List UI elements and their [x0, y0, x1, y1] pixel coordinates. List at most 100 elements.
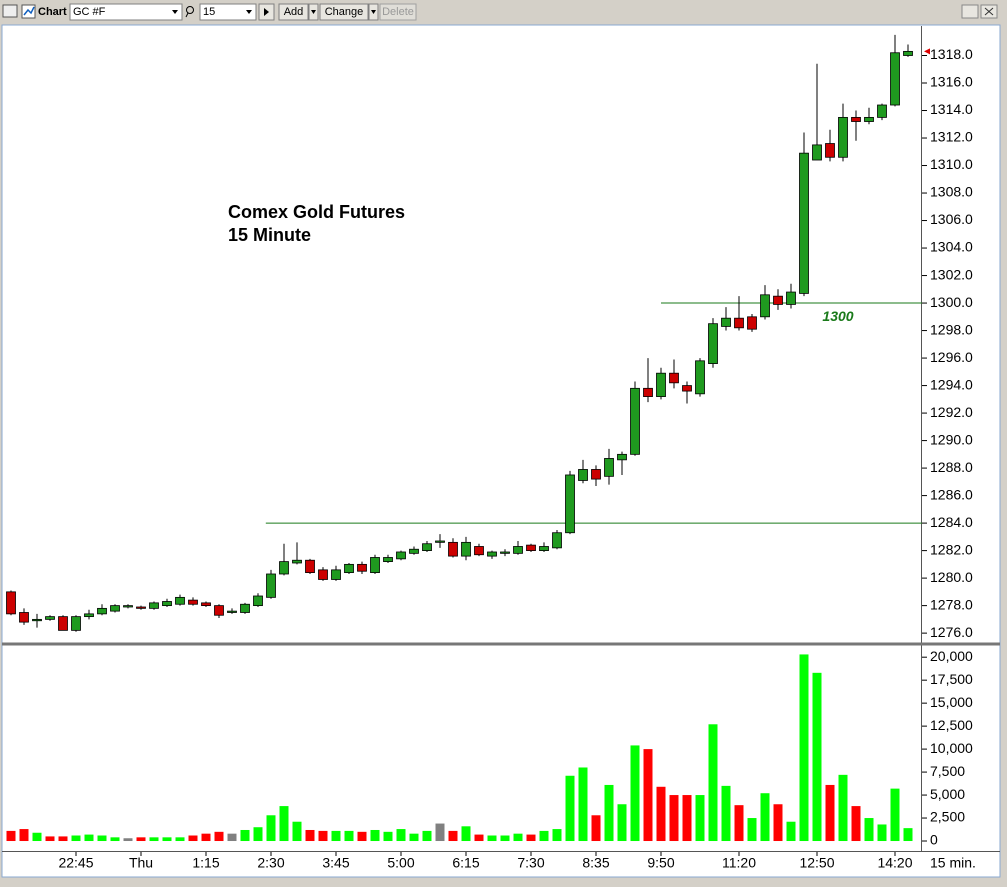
reference-label: 1300	[822, 308, 853, 324]
candle-body	[864, 116, 874, 122]
x-tick-label: 8:35	[582, 855, 609, 871]
chart-area	[1, 24, 1001, 878]
volume-bar	[84, 834, 94, 842]
candle-body	[604, 458, 614, 477]
volume-bar	[643, 749, 653, 842]
volume-bar	[97, 835, 107, 842]
x-tick-label: 6:15	[452, 855, 479, 871]
volume-bar	[487, 835, 497, 842]
candle-body	[487, 551, 497, 557]
interval-box[interactable]	[199, 3, 257, 21]
y-tick-label: 1276.0	[930, 624, 973, 640]
y-tick-label: 1302.0	[930, 266, 973, 282]
candle-body	[123, 605, 133, 608]
candle-body	[734, 317, 744, 329]
candle-body	[500, 551, 510, 554]
delete-button[interactable]	[379, 3, 417, 21]
candle-body	[409, 548, 419, 554]
volume-bar	[175, 837, 185, 842]
volume-bar	[422, 830, 432, 842]
candle-body	[45, 616, 55, 620]
x-tick-label: Thu	[129, 855, 153, 871]
add-label: Add	[284, 6, 304, 18]
interval: 15	[203, 6, 215, 18]
restore-button[interactable]	[961, 4, 979, 19]
add-arrow	[311, 10, 316, 14]
candle-body	[760, 294, 770, 318]
candle-body	[890, 52, 900, 106]
candle-body	[344, 563, 354, 574]
volume-bar	[201, 833, 211, 842]
candle-body	[695, 360, 705, 395]
volume-bar	[370, 829, 380, 842]
candle-body	[617, 453, 627, 461]
y-tick-label: 1310.0	[930, 156, 973, 172]
volume-bar	[136, 837, 146, 842]
candle-body	[240, 603, 250, 613]
y-tick-label: 1308.0	[930, 184, 973, 200]
volume-bar	[786, 821, 796, 842]
y-tick-label: 1316.0	[930, 74, 973, 90]
candle-body	[58, 616, 68, 631]
candle-body	[474, 546, 484, 556]
volume-bar	[734, 805, 744, 842]
x-tick-label: 7:30	[517, 855, 544, 871]
volume-bar	[851, 806, 861, 842]
y-tick-label: 12,500	[930, 717, 973, 733]
volume-bar	[266, 815, 276, 842]
volume-bar	[539, 830, 549, 842]
y-tick-label: 0	[930, 832, 938, 848]
candle-body	[812, 144, 822, 161]
volume-bar	[877, 824, 887, 842]
candle-body	[435, 540, 445, 543]
x-tick-label: 22:45	[58, 855, 93, 871]
interval-dropdown[interactable]	[246, 10, 252, 14]
y-tick-label: 1282.0	[930, 541, 973, 557]
y-tick-label: 1312.0	[930, 129, 973, 145]
candle-body	[149, 602, 159, 609]
symbol: GC #F	[73, 6, 106, 18]
y-tick-label: 5,000	[930, 786, 965, 802]
add-button[interactable]	[278, 3, 309, 21]
x-axis-label: 15 min.	[930, 855, 976, 871]
volume-bar	[45, 836, 55, 842]
y-tick-label: 7,500	[930, 763, 965, 779]
symbol-box[interactable]	[69, 3, 183, 21]
candle-body	[877, 104, 887, 118]
candle-body	[656, 372, 666, 397]
y-tick-label: 1314.0	[930, 101, 973, 117]
close-x	[984, 7, 994, 16]
symbol-dropdown[interactable]	[172, 10, 178, 14]
volume-bar	[578, 767, 588, 842]
volume-bar	[162, 837, 172, 842]
y-tick-label: 15,000	[930, 694, 973, 710]
candle-body	[851, 116, 861, 122]
candle-body	[318, 569, 328, 580]
link-icon[interactable]	[2, 4, 18, 18]
candle-body	[6, 591, 16, 615]
volume-bar	[331, 830, 341, 842]
change-button[interactable]	[319, 3, 369, 21]
chart-icon-line	[23, 6, 35, 16]
candle-body	[773, 295, 783, 305]
y-tick-label: 2,500	[930, 809, 965, 825]
candle-body	[370, 557, 380, 574]
candle-body	[253, 595, 263, 607]
x-tick-label: 2:30	[257, 855, 284, 871]
volume-bar	[669, 795, 679, 842]
chart-subtitle: 15 Minute	[228, 225, 311, 245]
candle-body	[214, 605, 224, 616]
volume-bar	[838, 774, 848, 842]
change-label: Change	[325, 6, 364, 18]
search-icon[interactable]	[186, 6, 194, 14]
volume-bar	[318, 830, 328, 842]
volume-bar	[396, 829, 406, 842]
candle-body	[513, 546, 523, 554]
candle-body	[799, 152, 809, 294]
volume-bar	[435, 823, 445, 842]
volume-bar	[6, 830, 16, 842]
volume-bar	[591, 815, 601, 842]
candle-body	[422, 543, 432, 552]
x-tick-label: 11:20	[722, 855, 756, 871]
